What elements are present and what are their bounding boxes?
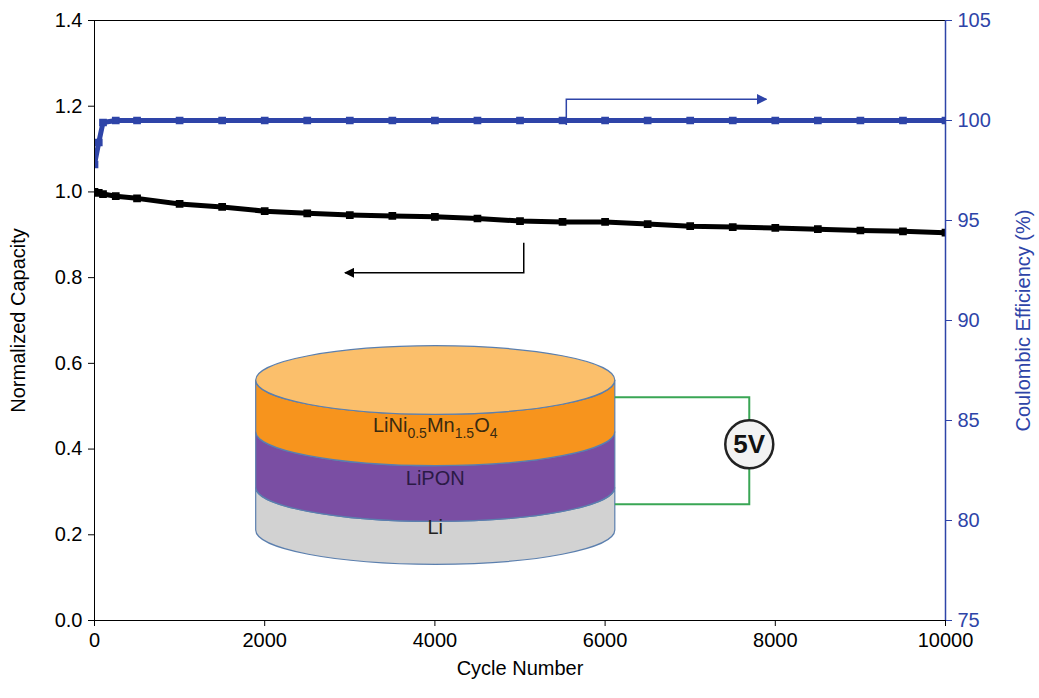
svg-text:105: 105 xyxy=(958,9,991,31)
svg-text:10000: 10000 xyxy=(918,629,974,651)
svg-text:1.2: 1.2 xyxy=(55,95,83,117)
svg-text:6000: 6000 xyxy=(583,629,628,651)
svg-text:LiPON: LiPON xyxy=(406,467,465,489)
svg-text:4000: 4000 xyxy=(413,629,458,651)
svg-text:100: 100 xyxy=(958,109,991,131)
svg-text:95: 95 xyxy=(958,209,980,231)
svg-text:80: 80 xyxy=(958,509,980,531)
svg-text:5V: 5V xyxy=(733,429,765,459)
svg-text:0: 0 xyxy=(89,629,100,651)
svg-text:75: 75 xyxy=(958,609,980,631)
svg-text:8000: 8000 xyxy=(753,629,798,651)
svg-text:Cycle Number: Cycle Number xyxy=(457,657,584,679)
svg-text:0.2: 0.2 xyxy=(55,523,83,545)
svg-text:0.8: 0.8 xyxy=(55,266,83,288)
svg-text:85: 85 xyxy=(958,409,980,431)
svg-text:0.4: 0.4 xyxy=(55,437,83,459)
svg-text:0.6: 0.6 xyxy=(55,352,83,374)
svg-text:Coulombic Efficiency (%): Coulombic Efficiency (%) xyxy=(1012,210,1034,432)
svg-text:90: 90 xyxy=(958,309,980,331)
svg-text:Li: Li xyxy=(427,516,443,538)
svg-text:0.0: 0.0 xyxy=(55,609,83,631)
svg-text:LiNi0.5Mn1.5O4: LiNi0.5Mn1.5O4 xyxy=(373,414,498,441)
svg-text:Normalized Capacity: Normalized Capacity xyxy=(7,228,29,413)
svg-text:2000: 2000 xyxy=(242,629,287,651)
svg-text:1.4: 1.4 xyxy=(55,9,83,31)
svg-text:1.0: 1.0 xyxy=(55,180,83,202)
